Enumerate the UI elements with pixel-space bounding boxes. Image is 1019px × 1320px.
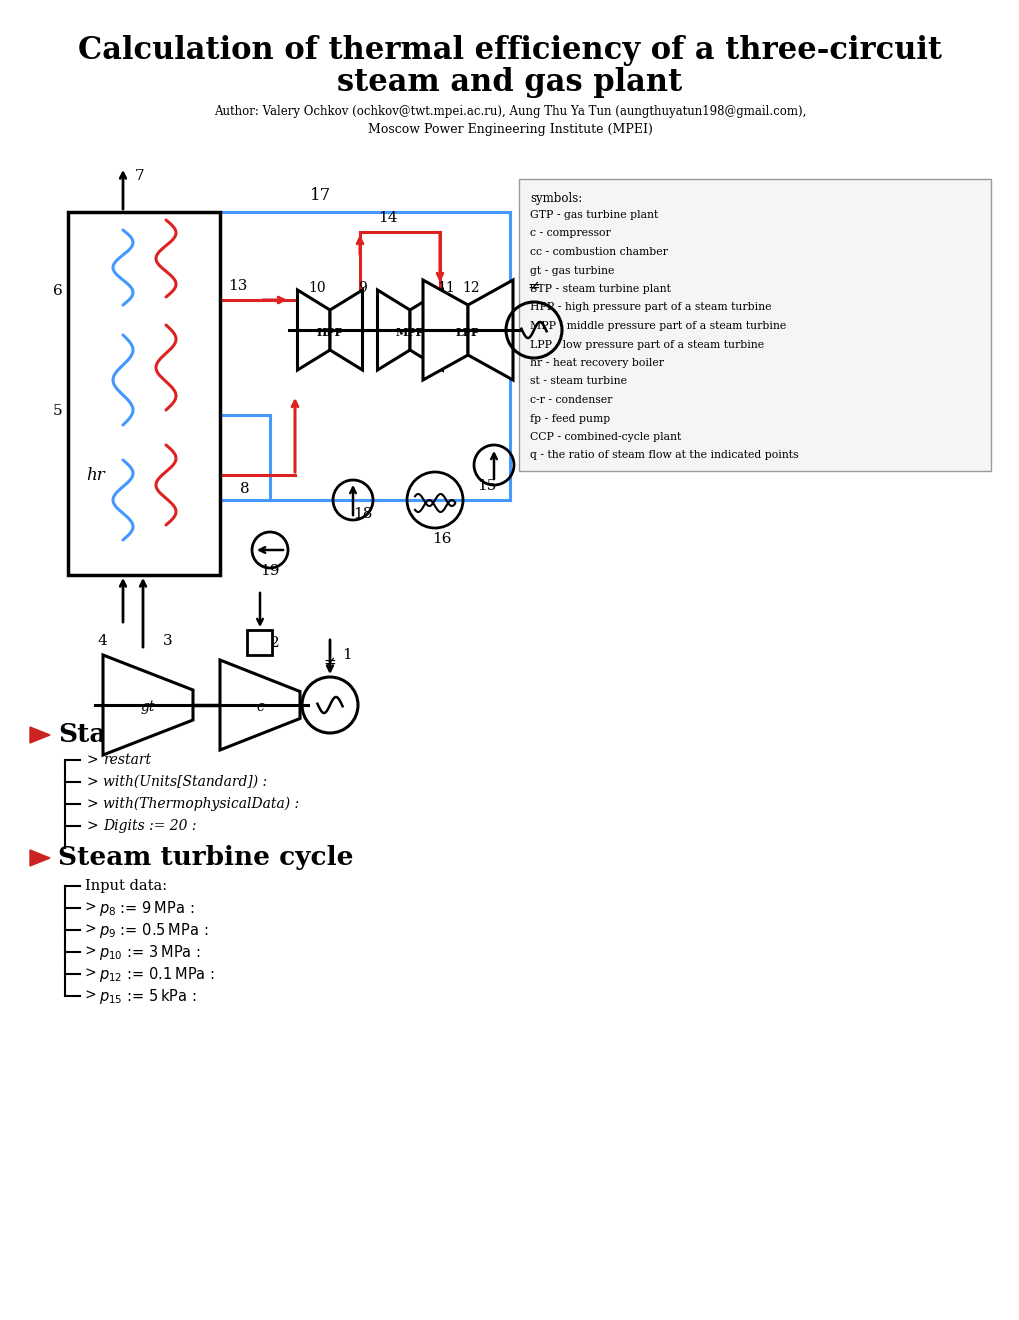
Text: MPP - middle pressure part of a steam turbine: MPP - middle pressure part of a steam tu… <box>530 321 786 331</box>
Polygon shape <box>30 850 50 866</box>
Text: symbols:: symbols: <box>530 191 582 205</box>
Text: Digits := 20 :: Digits := 20 : <box>103 818 197 833</box>
Bar <box>248 630 272 655</box>
Text: Calculation of thermal efficiency of a three-circuit: Calculation of thermal efficiency of a t… <box>77 34 942 66</box>
Polygon shape <box>330 290 362 370</box>
Text: Steam turbine cycle: Steam turbine cycle <box>58 846 354 870</box>
Text: 14: 14 <box>378 211 397 224</box>
Text: >: > <box>87 797 103 810</box>
Text: c: c <box>256 700 264 714</box>
Text: q - the ratio of steam flow at the indicated points: q - the ratio of steam flow at the indic… <box>530 450 798 461</box>
Text: 12: 12 <box>462 281 479 294</box>
Polygon shape <box>103 655 193 755</box>
Text: $p_{12}$ := 0.1 MPa :: $p_{12}$ := 0.1 MPa : <box>99 965 215 983</box>
Text: 11: 11 <box>436 281 454 294</box>
Polygon shape <box>298 290 330 370</box>
Text: Start: Start <box>58 722 132 747</box>
Text: >: > <box>85 902 97 915</box>
Text: STP - steam turbine plant: STP - steam turbine plant <box>530 284 671 294</box>
Text: LPP - low pressure part of a steam turbine: LPP - low pressure part of a steam turbi… <box>530 339 763 350</box>
Bar <box>68 213 220 576</box>
Text: >: > <box>85 989 97 1003</box>
Text: >: > <box>87 752 103 767</box>
Text: 13: 13 <box>228 279 248 293</box>
Polygon shape <box>468 280 513 380</box>
Polygon shape <box>30 727 50 743</box>
Text: gt - gas turbine: gt - gas turbine <box>530 265 613 276</box>
Polygon shape <box>377 290 410 370</box>
Text: CCP - combined-cycle plant: CCP - combined-cycle plant <box>530 432 681 442</box>
Text: 18: 18 <box>353 507 372 521</box>
Polygon shape <box>410 290 442 370</box>
Text: >: > <box>87 818 103 833</box>
Text: HPP: HPP <box>316 326 343 338</box>
Text: st - steam turbine: st - steam turbine <box>530 376 627 387</box>
Text: 17: 17 <box>310 187 331 205</box>
Text: restart: restart <box>103 752 151 767</box>
Text: LPP: LPP <box>455 326 480 338</box>
Polygon shape <box>423 280 468 380</box>
Text: 4: 4 <box>98 634 108 648</box>
Text: >: > <box>85 923 97 937</box>
Text: MPP: MPP <box>395 326 424 338</box>
Text: with(Units[Standard]) :: with(Units[Standard]) : <box>103 775 267 789</box>
Text: hr: hr <box>86 467 105 484</box>
Text: 8: 8 <box>239 482 250 496</box>
Text: steam and gas plant: steam and gas plant <box>337 67 682 99</box>
Text: >: > <box>85 945 97 960</box>
Text: gt: gt <box>141 700 155 714</box>
Text: 2: 2 <box>270 636 279 649</box>
Text: c - compressor: c - compressor <box>530 228 610 239</box>
Text: 16: 16 <box>432 532 451 546</box>
Text: Input data:: Input data: <box>85 879 167 894</box>
Text: 5: 5 <box>53 404 62 418</box>
Text: HPP - high pressure part of a steam turbine: HPP - high pressure part of a steam turb… <box>530 302 770 313</box>
Text: $p_{9}$ := 0.5 MPa :: $p_{9}$ := 0.5 MPa : <box>99 920 208 940</box>
Text: 15: 15 <box>477 479 496 492</box>
FancyBboxPatch shape <box>519 180 990 471</box>
Text: >: > <box>87 775 103 789</box>
Text: ≠: ≠ <box>527 280 540 294</box>
Text: $p_{15}$ := 5 kPa :: $p_{15}$ := 5 kPa : <box>99 986 197 1006</box>
Text: 6: 6 <box>53 284 63 298</box>
Text: >: > <box>85 968 97 981</box>
Text: Moscow Power Engineering Institute (MPEI): Moscow Power Engineering Institute (MPEI… <box>367 123 652 136</box>
Text: 3: 3 <box>163 634 172 648</box>
Text: 10: 10 <box>308 281 325 294</box>
Text: $p_{10}$ := 3 MPa :: $p_{10}$ := 3 MPa : <box>99 942 201 961</box>
Text: with(ThermophysicalData) :: with(ThermophysicalData) : <box>103 797 299 812</box>
Text: c-r - condenser: c-r - condenser <box>530 395 611 405</box>
Text: 1: 1 <box>341 648 352 663</box>
Text: GTP - gas turbine plant: GTP - gas turbine plant <box>530 210 657 220</box>
Text: cc - combustion chamber: cc - combustion chamber <box>530 247 667 257</box>
Polygon shape <box>220 660 300 750</box>
Text: Author: Valery Ochkov (ochkov@twt.mpei.ac.ru), Aung Thu Ya Tun (aungthuyatun198@: Author: Valery Ochkov (ochkov@twt.mpei.a… <box>214 106 805 119</box>
Text: 7: 7 <box>135 169 145 183</box>
Text: fp - feed pump: fp - feed pump <box>530 413 609 424</box>
Text: ≠: ≠ <box>323 655 336 669</box>
Text: 19: 19 <box>260 564 279 578</box>
Text: $p_{8}$ := 9 MPa :: $p_{8}$ := 9 MPa : <box>99 899 194 917</box>
Text: 9: 9 <box>358 281 367 294</box>
Text: hr - heat recovery boiler: hr - heat recovery boiler <box>530 358 663 368</box>
